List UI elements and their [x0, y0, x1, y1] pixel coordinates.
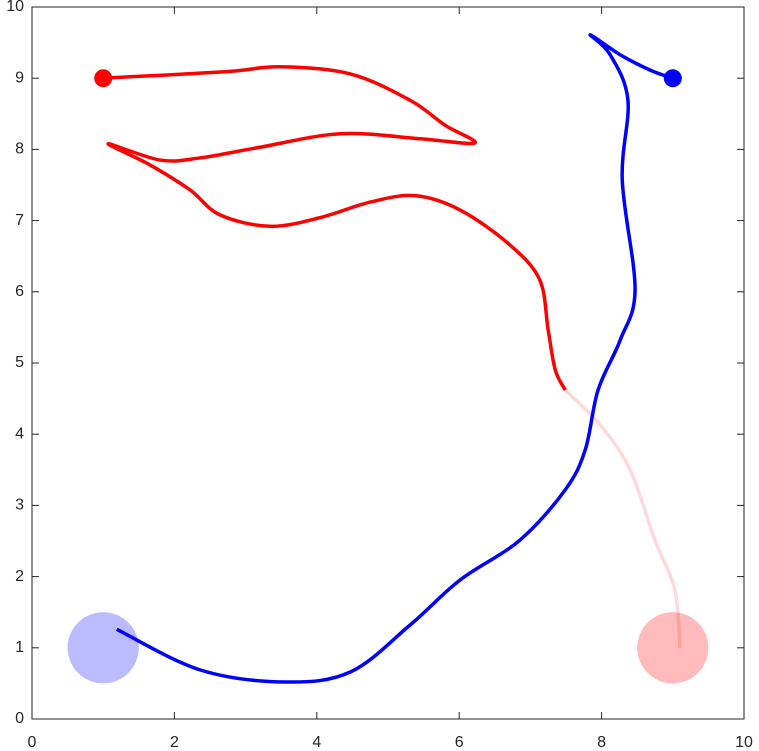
y-tick-label: 8: [15, 141, 24, 158]
y-tick-label: 1: [15, 639, 24, 656]
y-tick-label: 6: [15, 283, 24, 300]
y-tick-label: 3: [15, 497, 24, 514]
axes-box: [31, 6, 745, 720]
start-marker: [94, 69, 113, 88]
x-tick-label: 8: [597, 734, 606, 751]
x-tick-label: 6: [455, 734, 464, 751]
y-tick-label: 0: [15, 710, 24, 727]
x-tick-label: 4: [312, 734, 321, 751]
x-tick-label: 0: [28, 734, 37, 751]
trajectory: [115, 33, 674, 684]
trajectory: [564, 388, 682, 648]
x-tick-label: 2: [170, 734, 179, 751]
y-tick-label: 5: [15, 354, 24, 371]
start-marker: [663, 69, 682, 88]
trajectory: [100, 65, 567, 391]
goal-region: [637, 612, 709, 684]
y-tick-label: 9: [15, 69, 24, 86]
y-tick-label: 2: [15, 568, 24, 585]
y-tick-label: 10: [6, 0, 24, 15]
y-tick-label: 7: [15, 212, 24, 229]
x-tick-label: 10: [735, 734, 753, 751]
y-tick-label: 4: [15, 425, 24, 442]
goal-region: [67, 612, 139, 684]
